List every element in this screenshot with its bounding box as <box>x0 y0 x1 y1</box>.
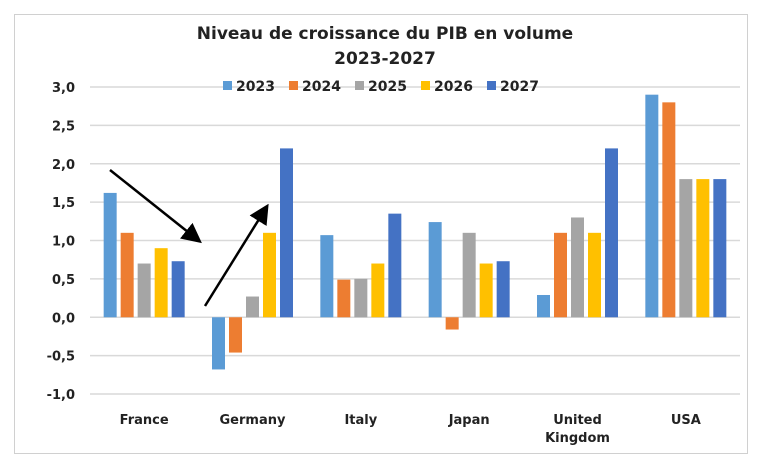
bar-2025-france <box>137 263 151 318</box>
legend-swatch <box>223 81 232 90</box>
y-tick-label: 1,0 <box>52 235 75 250</box>
x-tick-label: Italy <box>344 413 377 428</box>
legend-label: 2026 <box>434 79 473 95</box>
legend-swatch <box>487 81 496 90</box>
bar-2025-japan <box>462 232 476 318</box>
bar-2024-usa <box>662 102 676 318</box>
bar-2027-usa <box>713 179 727 318</box>
legend-swatch <box>355 81 364 90</box>
x-tick-label: USA <box>671 413 701 428</box>
bar-2026-usa <box>696 179 710 318</box>
bar-2027-united-kingdom <box>605 148 618 318</box>
bar-2025-united-kingdom <box>571 217 584 318</box>
arrow-down-annotation <box>109 169 202 244</box>
legend-label: 2025 <box>368 79 407 95</box>
x-tick-label: France <box>120 413 169 428</box>
bar-2025-italy <box>354 278 368 318</box>
y-tick-label: 2,0 <box>52 158 75 173</box>
bar-2023-united-kingdom <box>537 294 550 318</box>
legend-label: 2023 <box>236 79 275 95</box>
chart-title: Niveau de croissance du PIB en volume <box>197 24 573 44</box>
bar-2024-germany <box>229 317 242 353</box>
bar-2024-france <box>120 232 134 318</box>
bar-2026-japan <box>479 263 493 318</box>
bar-2023-japan <box>428 222 442 318</box>
legend-label: 2027 <box>500 79 539 95</box>
y-tick-label: 2,5 <box>52 119 75 134</box>
bar-2025-usa <box>679 179 693 318</box>
bar-2024-united-kingdom <box>554 232 567 318</box>
bar-2026-france <box>154 248 168 318</box>
legend-swatch <box>421 81 430 90</box>
bar-2025-germany <box>246 296 259 318</box>
legend-label: 2024 <box>302 79 341 95</box>
bar-2026-italy <box>371 263 385 318</box>
legend-swatch <box>289 81 298 90</box>
y-tick-label: 0,5 <box>52 273 75 288</box>
bar-2023-usa <box>645 94 659 318</box>
y-tick-label: -1,0 <box>47 388 75 403</box>
bar-2024-japan <box>445 317 459 330</box>
arrow-up-annotation <box>203 203 269 307</box>
x-tick-label: Japan <box>448 413 490 428</box>
y-tick-label: 0,0 <box>52 311 75 326</box>
bar-2027-germany <box>280 148 293 318</box>
y-tick-label: -0,5 <box>47 350 75 365</box>
bar-2027-france <box>171 261 185 318</box>
x-tick-label: Germany <box>220 413 286 428</box>
bar-2024-italy <box>337 279 351 318</box>
y-tick-label: 3,0 <box>52 81 75 96</box>
bar-2026-germany <box>263 232 276 318</box>
bar-2027-japan <box>496 261 510 318</box>
chart-subtitle: 2023-2027 <box>334 49 436 69</box>
bar-2023-germany <box>212 317 225 370</box>
x-tick-label: Kingdom <box>545 431 610 446</box>
bar-2023-france <box>103 192 117 318</box>
chart-frame <box>14 14 748 454</box>
x-tick-label: United <box>553 413 602 428</box>
bar-2026-united-kingdom <box>588 232 601 318</box>
bar-2023-italy <box>320 235 334 318</box>
y-tick-label: 1,5 <box>52 196 75 211</box>
bar-2027-italy <box>388 213 402 318</box>
